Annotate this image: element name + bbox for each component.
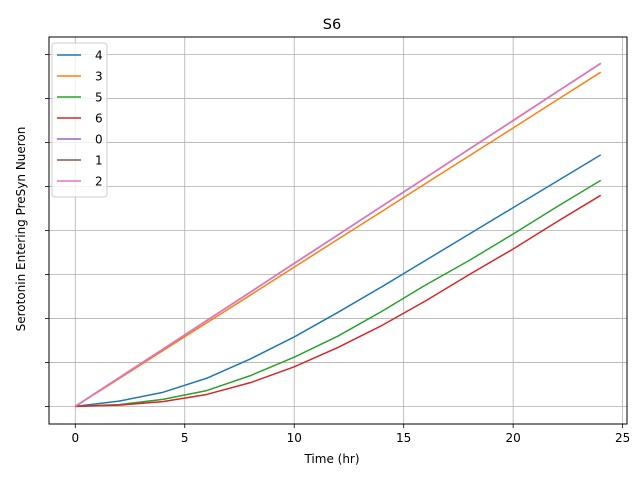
x-tick-label: 20 <box>506 431 521 445</box>
y-axis-label: Serotonin Entering PreSyn Nueron <box>14 127 28 332</box>
series-line-2 <box>74 62 602 408</box>
series-line-4 <box>75 154 602 408</box>
legend: 4 3 5 6 0 1 2 <box>51 42 108 198</box>
x-tick-label: 25 <box>615 431 630 445</box>
legend-label-0: 0 <box>95 133 103 147</box>
legend-label-6: 6 <box>95 112 103 126</box>
legend-label-1: 1 <box>95 154 103 168</box>
x-tick-label: 0 <box>71 431 79 445</box>
series-line-3 <box>74 71 602 408</box>
x-tick-label: 10 <box>287 431 302 445</box>
x-tick-label: 5 <box>181 431 189 445</box>
x-axis-label: Time (hr) <box>303 452 359 466</box>
legend-label-3: 3 <box>95 70 103 84</box>
axis-ticks: 0 5 10 15 20 25 <box>45 54 630 445</box>
x-tick-label: 15 <box>396 431 411 445</box>
legend-label-5: 5 <box>95 91 103 105</box>
series-line-5 <box>75 179 602 408</box>
series-lines <box>74 62 602 408</box>
legend-box <box>51 42 108 198</box>
series-line-6 <box>75 194 602 408</box>
legend-label-2: 2 <box>95 175 103 189</box>
chart-title: S6 <box>323 17 341 33</box>
legend-label-4: 4 <box>95 49 103 63</box>
